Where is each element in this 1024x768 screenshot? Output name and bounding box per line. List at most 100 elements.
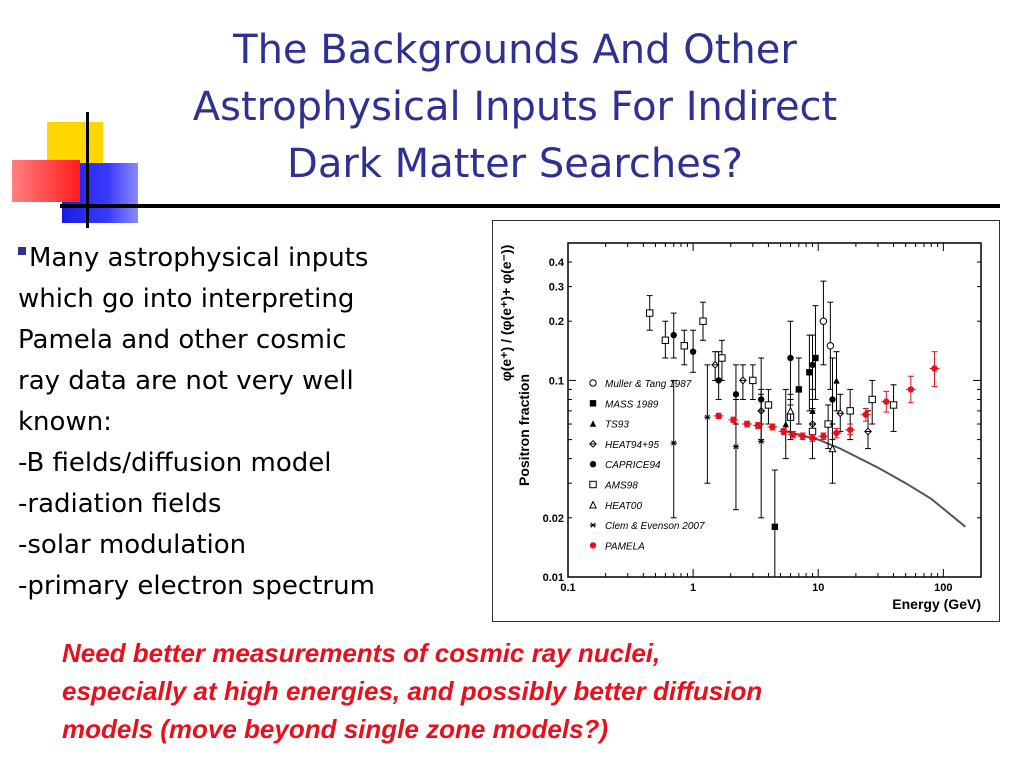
point-caprice94 [809, 361, 816, 369]
legend-label-heat94-95: HEAT94+95 [605, 440, 659, 451]
chart-svg: 0.1 1 10 100 0.01 0.02 0.1 0.2 0.3 0.4 Energy (GeV… [498, 242, 982, 612]
bullet-list: Many astrophysical inputs which go into … [18, 238, 478, 607]
point-caprice94 [732, 391, 740, 398]
y-tick-label: 0.3 [549, 282, 564, 294]
legend-label-clem-evenson-2007: Clem & Evenson 2007 [605, 521, 705, 532]
point-heat00 [828, 444, 837, 453]
point-ams98 [749, 376, 757, 385]
bullet-line: Many astrophysical inputs [18, 238, 478, 279]
title-line: Dark Matter Searches? [287, 141, 743, 187]
point-ams98 [646, 309, 654, 317]
point-ams98 [661, 336, 670, 344]
point-ams98 [846, 407, 854, 415]
point-pamela [833, 429, 840, 437]
model-curve [780, 428, 967, 528]
point-pamela [754, 422, 762, 429]
point-caprice94 [670, 331, 677, 339]
legend-label-muller-tang-1987: Muller & Tang 1987 [605, 379, 692, 390]
point-clem-evenson-2007-c [671, 440, 677, 446]
legend-marker-muller-tang-1987 [589, 379, 597, 387]
point-pamela [883, 398, 890, 405]
y-axis-formula: φ(e⁺) / (φ(e⁺)+ φ(e⁻)) [498, 245, 514, 382]
title-line: Astrophysical Inputs For Indirect [192, 84, 838, 130]
x-tick-label: 10 [812, 582, 824, 594]
point-pamela [743, 420, 751, 428]
point-pamela [730, 416, 737, 424]
point-muller-tang-1987 [819, 317, 828, 325]
bullet-line: -solar modulation [18, 530, 247, 560]
point-mass-1989 [812, 354, 819, 362]
legend-label-ts93: TS93 [605, 420, 629, 431]
legend-marker-mass-1989 [589, 400, 597, 407]
legend-label-pamela: PAMELA [605, 541, 645, 552]
point-pamela [809, 434, 816, 442]
note-line: especially at high energies, and possibl… [62, 676, 763, 706]
point-ams98 [868, 395, 876, 404]
point-clem-evenson-2007-c [733, 444, 739, 450]
point-pamela [780, 428, 787, 435]
bullet-line: -primary electron spectrum [18, 571, 375, 601]
legend-marker-clem-evenson-2007-c [590, 522, 596, 528]
y-tick-label: 0.4 [549, 257, 565, 269]
point-ams98 [889, 401, 898, 409]
point-ams98 [718, 354, 726, 362]
legend-marker-heat00 [588, 500, 598, 509]
legend-label-mass-1989: MASS 1989 [605, 399, 659, 410]
x-tick-label: 0.1 [560, 582, 575, 594]
legend-marker-ams98 [589, 480, 597, 489]
point-caprice94 [787, 354, 794, 362]
point-ts93 [833, 377, 840, 384]
point-mass-1989 [806, 369, 813, 376]
y-tick-label: 0.1 [549, 375, 564, 387]
page-title: The Backgrounds And Other Astrophysical … [110, 22, 920, 193]
point-clem-evenson-2007-c [758, 438, 764, 444]
point-caprice94 [689, 348, 697, 355]
bullet-line: Pamela and other cosmic [18, 325, 347, 355]
note-line: Need better measurements of cosmic ray n… [62, 638, 661, 668]
point-caprice94 [715, 377, 722, 384]
x-tick-label: 100 [934, 582, 952, 594]
note-line: models (move beyond single zone models?) [62, 714, 609, 744]
point-pamela [769, 423, 776, 431]
x-tick-label: 1 [690, 582, 696, 594]
title-rule [60, 204, 1000, 208]
point-ams98 [808, 427, 817, 436]
note-text: Need better measurements of cosmic ray n… [62, 634, 1002, 748]
point-caprice94 [829, 396, 836, 403]
legend-marker-caprice94 [589, 461, 597, 468]
legend-label-heat00: HEAT00 [605, 501, 642, 512]
point-pamela [907, 386, 915, 393]
y-axis-label: Positron fraction [516, 374, 532, 486]
point-pamela [715, 412, 722, 420]
point-pamela [799, 433, 806, 440]
legend-marker-pamela [589, 542, 597, 549]
point-muller-tang-1987 [826, 342, 835, 350]
y-tick-label: 0.02 [543, 513, 564, 525]
point-heat00 [786, 406, 795, 415]
point-pamela [789, 431, 797, 438]
point-ams98 [699, 317, 707, 325]
point-pamela [931, 365, 938, 372]
bullet-text: Many astrophysical inputs [29, 243, 369, 273]
point-ams98 [764, 401, 773, 409]
point-pamela [862, 411, 869, 418]
point-clem-evenson-2007-c [704, 414, 710, 420]
point-mass-1989 [795, 386, 803, 393]
legend-label-ams98: AMS98 [604, 481, 638, 492]
bullet-line: ray data are not very well [18, 366, 354, 396]
bullet-square-icon [18, 246, 26, 255]
title-line: The Backgrounds And Other [233, 27, 797, 73]
bullet-line: known: [18, 407, 112, 437]
point-pamela [820, 433, 827, 440]
y-tick-label: 0.01 [543, 572, 564, 584]
decor-red-square [12, 160, 80, 202]
bullet-line: -B fields/diffusion model [18, 448, 332, 478]
bullet-line: which go into interpreting [18, 284, 355, 314]
legend-marker-ts93 [589, 420, 597, 427]
bullet-line: -radiation fields [18, 489, 222, 519]
point-ts93 [782, 420, 789, 428]
legend-label-caprice94: CAPRICE94 [605, 460, 661, 471]
point-mass-1989 [771, 523, 779, 531]
y-tick-label: 0.2 [549, 316, 564, 328]
positron-fraction-chart: 0.1 1 10 100 0.01 0.02 0.1 0.2 0.3 0.4 Energy (GeV… [492, 220, 1000, 622]
